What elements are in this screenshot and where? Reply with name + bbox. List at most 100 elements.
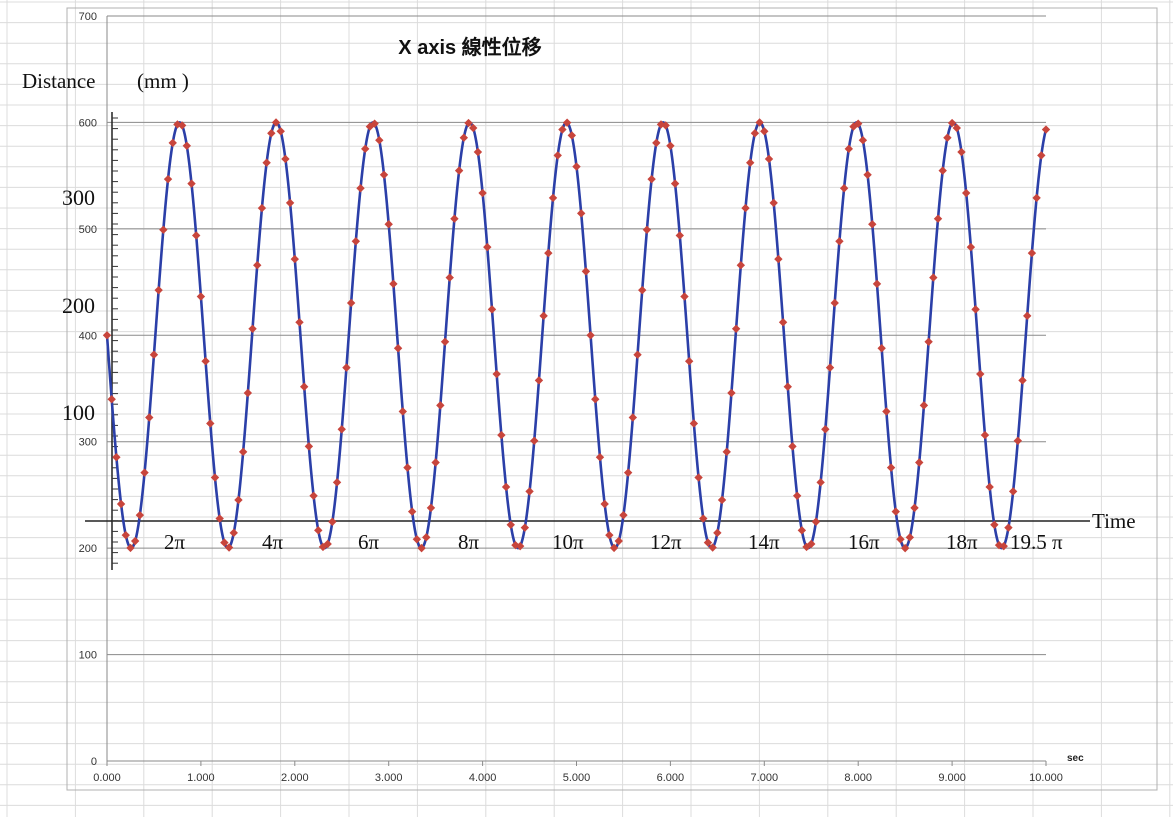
data-point-marker <box>121 530 130 540</box>
data-point-marker <box>220 538 229 547</box>
data-point-marker <box>938 166 947 175</box>
data-point-marker <box>375 136 384 145</box>
data-point-marker <box>924 337 933 346</box>
data-point-marker <box>886 463 896 472</box>
data-point-marker <box>746 158 755 167</box>
data-point-marker <box>1004 523 1013 532</box>
data-point-marker <box>1008 487 1018 496</box>
data-point-marker <box>323 539 332 549</box>
data-point-marker <box>112 453 121 462</box>
x-tick-label: 7.000 <box>751 772 779 784</box>
data-point-marker <box>990 520 999 529</box>
data-point-marker <box>694 473 703 482</box>
y-tick-label: 500 <box>79 224 97 236</box>
data-point-marker <box>506 520 515 529</box>
data-point-marker <box>807 539 816 549</box>
data-point-marker <box>652 138 661 148</box>
overlay-pi-tick-label: 19.5 π <box>1010 530 1063 554</box>
data-point-marker <box>985 482 994 492</box>
data-point-marker <box>905 533 915 542</box>
data-point-marker <box>224 543 234 552</box>
data-point-marker <box>487 305 497 314</box>
data-point-marker <box>797 526 807 535</box>
data-point-marker <box>581 267 591 276</box>
data-point-marker <box>483 242 492 252</box>
data-point-marker <box>379 170 389 180</box>
overlay-pi-tick-label: 2π <box>164 530 186 554</box>
data-point-marker <box>182 141 192 150</box>
data-point-marker <box>145 413 154 422</box>
data-point-marker <box>515 541 525 551</box>
data-point-marker <box>900 543 910 553</box>
data-point-marker <box>417 543 426 553</box>
data-point-marker <box>835 237 844 246</box>
data-point-marker <box>201 356 210 366</box>
data-point-marker <box>811 517 821 526</box>
data-point-marker <box>135 510 145 520</box>
overlay-panel <box>85 112 1090 570</box>
data-point-marker <box>792 491 802 500</box>
x-tick-label: 8.000 <box>844 772 872 784</box>
data-point-marker <box>844 144 854 154</box>
data-point-marker <box>722 447 731 457</box>
data-point-marker <box>976 369 985 379</box>
data-point-marker <box>1013 436 1023 445</box>
data-point-marker <box>248 324 257 333</box>
data-point-marker <box>943 133 952 142</box>
data-point-marker <box>642 225 652 234</box>
x-tick-label: 9.000 <box>938 772 966 784</box>
data-point-marker <box>614 536 623 546</box>
data-point-marker <box>159 225 168 234</box>
data-point-marker <box>309 491 318 500</box>
chart-frame <box>66 7 1158 791</box>
x-axis-ticks: 0.000 1.000 2.000 3.000 4.000 5.000 6.000 7.000… <box>93 761 1063 784</box>
data-point-marker <box>539 311 548 321</box>
data-point-marker <box>281 154 290 164</box>
data-point-marker <box>215 514 224 523</box>
data-point-marker <box>342 363 351 372</box>
data-point-marker <box>1018 376 1027 385</box>
data-point-marker <box>600 499 609 509</box>
data-point-marker <box>229 528 238 538</box>
data-point-marker <box>727 388 736 398</box>
data-point-marker <box>957 147 966 157</box>
data-point-marker <box>454 166 464 175</box>
data-point-marker <box>605 530 614 540</box>
data-point-marker <box>760 127 769 136</box>
data-point-marker <box>713 528 722 538</box>
data-point-marker <box>586 331 595 340</box>
overlay-axis-minor-ticks <box>112 117 118 564</box>
data-point-marker <box>755 118 764 127</box>
data-point-marker <box>126 543 135 553</box>
data-point-marker <box>769 198 778 208</box>
data-point-marker <box>440 337 450 346</box>
data-point-marker <box>821 425 830 434</box>
data-point-marker <box>778 318 788 327</box>
y-tick-label: 700 <box>79 11 97 23</box>
data-point-marker <box>403 463 412 472</box>
data-point-marker <box>882 407 891 416</box>
x-tick-label: 2.000 <box>281 772 309 784</box>
data-point-marker <box>919 401 929 410</box>
overlay-y-tick-label: 200 <box>62 293 95 318</box>
data-point-marker <box>1023 311 1032 321</box>
data-point-marker <box>933 214 943 223</box>
data-point-marker <box>783 382 792 391</box>
data-point-marker <box>314 526 323 535</box>
x-tick-label: 10.000 <box>1029 772 1063 784</box>
data-point-marker <box>177 121 187 130</box>
series-group <box>102 118 1051 553</box>
data-point-marker <box>816 478 825 487</box>
data-point-marker <box>699 514 708 523</box>
data-point-marker <box>999 541 1008 551</box>
data-point-marker <box>689 419 699 428</box>
data-point-marker <box>140 468 149 477</box>
data-point-marker <box>407 507 417 516</box>
y-tick-label: 600 <box>79 117 97 129</box>
data-point-marker <box>497 430 506 440</box>
data-point-marker <box>788 442 797 451</box>
data-point-marker <box>370 119 379 128</box>
data-point-marker <box>492 369 501 379</box>
overlay-y-label: Distance <box>22 69 95 93</box>
